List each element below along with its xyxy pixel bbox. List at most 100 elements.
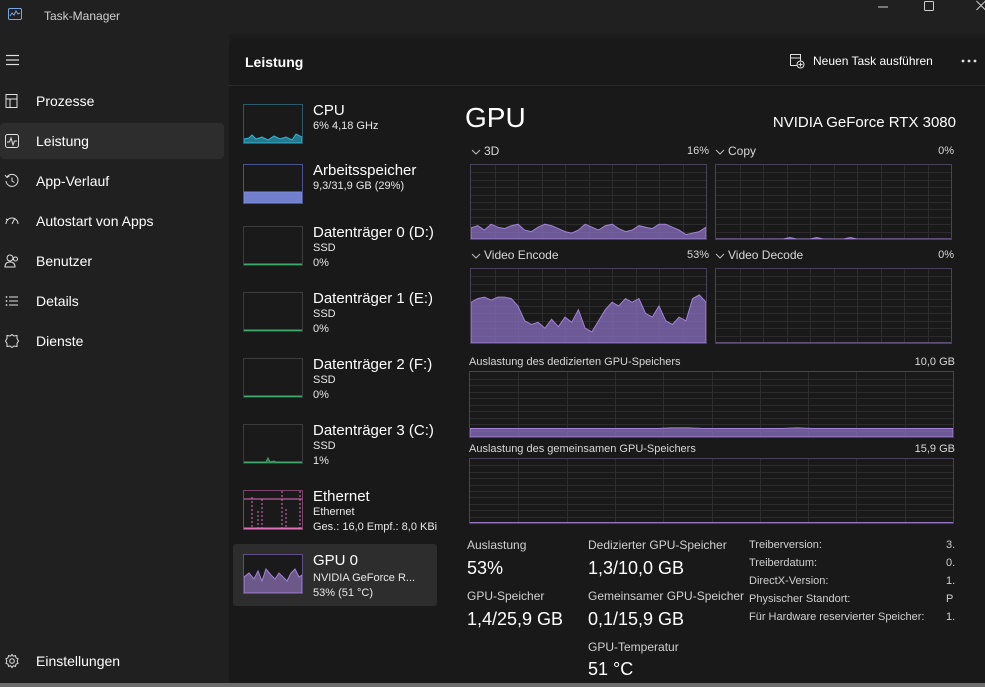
chevron-down-icon[interactable]: [715, 252, 725, 260]
chevron-down-icon[interactable]: [715, 148, 725, 156]
gpu-memory-label: GPU-Speicher: [467, 589, 545, 603]
resource-detail-line-1: SSD: [313, 440, 336, 452]
driver-date-label: Treiberdatum:: [749, 557, 818, 569]
resource-thumbnail-graph: [243, 554, 303, 594]
sidebar-item-performance[interactable]: Leistung: [0, 123, 224, 159]
engine-copy-label[interactable]: Copy: [728, 144, 757, 158]
resource-item[interactable]: CPU 6% 4,18 GHz: [233, 100, 437, 162]
details-icon: [5, 296, 18, 306]
page-title: Leistung: [245, 54, 304, 70]
engine-video-decode-percent: 0%: [938, 249, 954, 261]
resource-thumbnail-area: [243, 527, 303, 530]
engine-video-encode-graph: [470, 268, 707, 344]
sidebar-item-label: Autostart von Apps: [36, 213, 154, 229]
chevron-down-icon[interactable]: [471, 148, 481, 156]
sidebar-item-label: Einstellungen: [36, 653, 121, 669]
resource-thumbnail-graph: [243, 104, 303, 144]
engine-video-decode-graph: [715, 268, 952, 344]
engine-video-encode-percent: 53%: [686, 249, 709, 261]
dedicated-memory-area: [470, 427, 953, 437]
taskbar-edge: [0, 683, 985, 687]
resource-detail-line-1: Ethernet: [313, 506, 355, 518]
resource-detail-line-2: Ges.: 16,0 Empf.: 8,0 KBi: [313, 521, 438, 533]
resource-thumbnail-graph: [243, 358, 303, 398]
processes-icon: [5, 94, 18, 108]
sidebar-item-details[interactable]: Details: [0, 283, 224, 319]
engine-video-encode-label[interactable]: Video Encode: [484, 248, 559, 262]
sidebar-item-users[interactable]: Benutzer: [0, 243, 224, 279]
engine-video-encode-area: [471, 294, 706, 343]
resource-item[interactable]: Datenträger 3 (C:) SSD 1%: [233, 420, 437, 482]
history-icon: [4, 173, 19, 187]
sidebar-item-label: Details: [36, 293, 79, 309]
resource-thumbnail-area: [243, 567, 303, 594]
driver-version-value: 3.: [946, 539, 956, 551]
shared-memory-graph: [469, 458, 954, 524]
resource-name: Datenträger 0 (D:): [313, 224, 434, 241]
users-icon: [4, 254, 18, 268]
resource-detail-line-2: 53% (51 °C): [313, 587, 374, 599]
driver-version-label: Treiberversion:: [749, 539, 822, 551]
engine-3d-area: [471, 223, 706, 239]
resource-detail-line-1: SSD: [313, 242, 336, 254]
sidebar: Prozesse Leistung App-Verlauf Autostart …: [0, 34, 229, 687]
hamburger-menu-icon[interactable]: [5, 54, 21, 66]
resource-name: Ethernet: [313, 488, 370, 505]
resource-thumbnail-area: [243, 395, 303, 398]
hardware-reserved-memory-label: Für Hardware reservierter Speicher:: [749, 611, 925, 623]
sidebar-item-app-history[interactable]: App-Verlauf: [0, 163, 224, 199]
engine-3d-label[interactable]: 3D: [484, 144, 500, 158]
engine-copy-percent: 0%: [938, 145, 954, 157]
resource-item[interactable]: Ethernet Ethernet Ges.: 16,0 Empf.: 8,0 KB…: [233, 486, 437, 548]
window-title: Task-Manager: [44, 9, 121, 23]
resource-name: CPU: [313, 102, 345, 119]
resource-item[interactable]: Datenträger 0 (D:) SSD 0%: [233, 222, 437, 284]
new-task-label: Neuen Task ausführen: [813, 54, 933, 68]
resource-name: Arbeitsspeicher: [313, 162, 417, 179]
resource-name: Datenträger 3 (C:): [313, 422, 434, 439]
hardware-reserved-memory-value: 1.: [946, 611, 956, 623]
sidebar-item-label: Benutzer: [36, 253, 93, 269]
main-panel: Leistung Neuen Task ausführen CPU 6% 4,18…: [229, 38, 985, 687]
engine-copy-area: [716, 236, 951, 239]
more-options-icon[interactable]: [957, 50, 981, 72]
resource-item[interactable]: Arbeitsspeicher 9,3/31,9 GB (29%): [233, 160, 437, 222]
dedicated-gpu-memory-value: 1,3/10,0 GB: [588, 558, 685, 578]
dedicated-memory-max: 10,0 GB: [914, 356, 955, 368]
minimize-button[interactable]: [860, 0, 906, 14]
performance-icon: [5, 134, 19, 148]
resource-thumbnail-area: [243, 263, 303, 266]
engine-copy-graph: [715, 164, 952, 240]
sidebar-item-processes[interactable]: Prozesse: [0, 83, 224, 119]
engine-video-decode-label[interactable]: Video Decode: [728, 248, 804, 262]
resource-thumbnail-area: [243, 329, 303, 332]
sidebar-item-services[interactable]: Dienste: [0, 323, 224, 359]
shared-memory-max: 15,9 GB: [914, 443, 955, 455]
resource-name: Datenträger 1 (E:): [313, 290, 434, 307]
new-task-icon: [790, 54, 805, 69]
resource-item[interactable]: Datenträger 1 (E:) SSD 0%: [233, 288, 437, 350]
resource-item[interactable]: GPU 0 NVIDIA GeForce R... 53% (51 °C): [233, 544, 437, 606]
directx-version-label: DirectX-Version:: [749, 575, 829, 587]
shared-gpu-memory-value: 0,1/15,9 GB: [588, 609, 685, 629]
close-button[interactable]: [952, 0, 985, 14]
maximize-button[interactable]: [906, 0, 952, 14]
physical-location-label: Physischer Standort:: [749, 593, 851, 605]
resource-thumbnail-graph: [243, 424, 303, 464]
sidebar-item-settings[interactable]: Einstellungen: [0, 643, 224, 679]
task-manager-app-icon: [8, 8, 22, 20]
resource-item[interactable]: Datenträger 2 (F:) SSD 0%: [233, 354, 437, 416]
resource-detail-line-2: 0%: [313, 323, 329, 335]
resource-detail-line-1: 6% 4,18 GHz: [313, 120, 379, 132]
shared-gpu-memory-label: Gemeinsamer GPU-Speicher: [588, 589, 745, 603]
resource-thumbnail-graph: [243, 292, 303, 332]
chevron-down-icon[interactable]: [471, 252, 481, 260]
resource-detail-line-1: NVIDIA GeForce R...: [313, 572, 416, 584]
sidebar-item-label: Leistung: [36, 133, 89, 149]
resource-detail-line-1: SSD: [313, 374, 336, 386]
resource-thumbnail-graph: [243, 226, 303, 266]
sidebar-item-label: Prozesse: [36, 93, 95, 109]
resource-detail-line-1: 9,3/31,9 GB (29%): [313, 180, 405, 192]
physical-location-value: P: [946, 593, 954, 605]
sidebar-item-startup-apps[interactable]: Autostart von Apps: [0, 203, 224, 239]
